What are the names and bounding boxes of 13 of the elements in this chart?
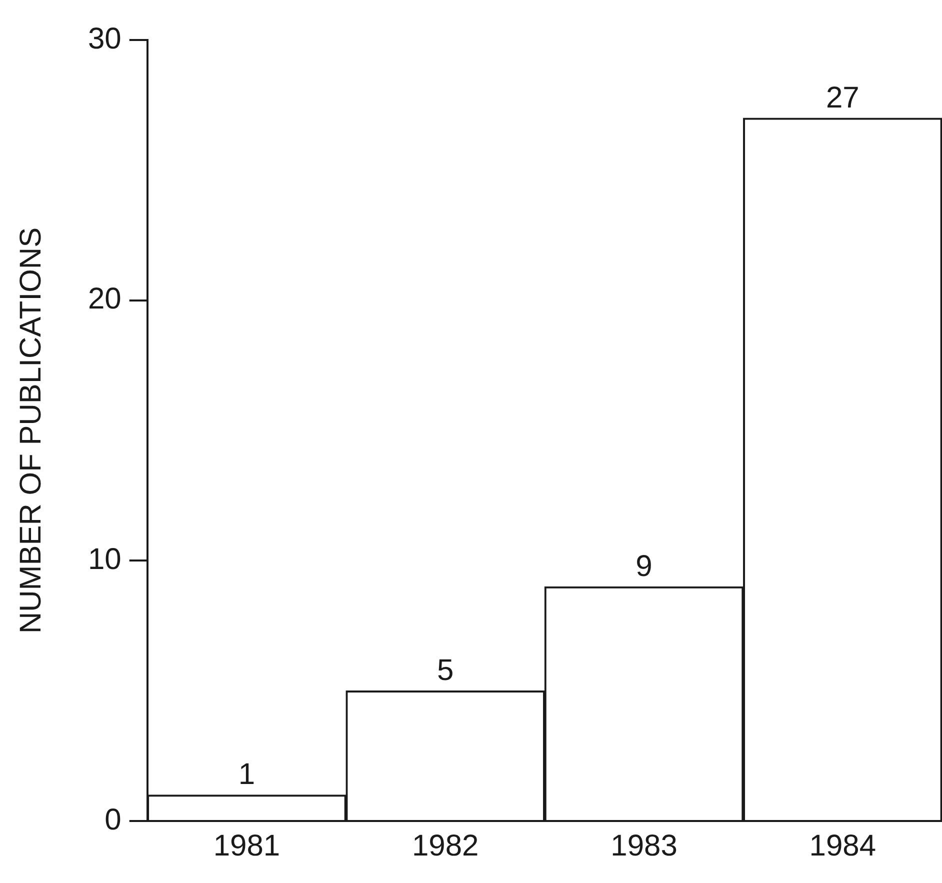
y-tick-label: 0 (104, 803, 122, 836)
x-tick-label: 1982 (412, 829, 479, 862)
data-label: 27 (826, 81, 860, 114)
data-label: 9 (636, 550, 652, 583)
y-tick-label: 20 (88, 282, 122, 316)
data-label: 5 (437, 654, 454, 688)
y-tick-label: 10 (88, 542, 122, 576)
x-tick-label: 1984 (809, 829, 876, 862)
y-axis-title: NUMBER OF PUBLICATIONS (14, 227, 48, 634)
x-tick-label: 1983 (610, 829, 678, 862)
x-tick-label: 1981 (213, 829, 280, 862)
data-label: 1 (238, 758, 256, 792)
y-tick-label: 30 (88, 22, 122, 56)
